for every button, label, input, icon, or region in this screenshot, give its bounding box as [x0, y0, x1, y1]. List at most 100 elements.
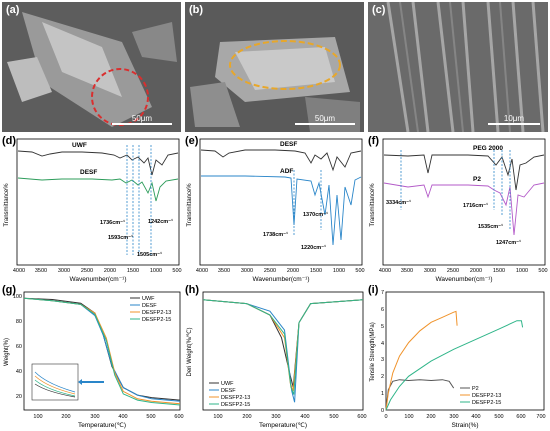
series-line-uwf — [202, 299, 364, 388]
panel-label: (a) — [6, 4, 20, 16]
x-tick: 400 — [300, 414, 309, 420]
panel-label: (d) — [2, 135, 17, 147]
x-tick: 300 — [449, 414, 458, 420]
x-tick: 2500 — [264, 268, 276, 274]
arrow-icon — [78, 379, 82, 385]
series-line-desfp2-15 — [202, 299, 364, 395]
x-tick: 400 — [118, 414, 127, 420]
x-tick: 300 — [271, 414, 280, 420]
x-axis-label: Wavenumber(cm⁻¹) — [435, 276, 492, 283]
panel-label: (h) — [185, 284, 200, 296]
y-tick: 6 — [381, 307, 384, 313]
legend-item: UWF — [142, 296, 155, 302]
legend-item: DESFP2-13 — [142, 310, 171, 316]
x-tick: 3500 — [401, 268, 413, 274]
ftir-chart-e: Transmittance% 4000 3500 3000 2500 2000 … — [187, 138, 365, 283]
tga-panel: (g) Weight(%) 20 40 60 80 100 100 200 30… — [2, 284, 184, 429]
x-tick: 3000 — [58, 268, 70, 274]
x-tick: 1000 — [150, 268, 162, 274]
x-tick: 1000 — [516, 268, 528, 274]
legend-item: DESF — [142, 303, 157, 309]
annotation: 1242cm⁻¹ — [148, 218, 173, 225]
annotation: 1716cm⁻¹ — [463, 202, 488, 209]
annotation: 1247cm⁻¹ — [496, 239, 521, 246]
panel-label: (i) — [368, 284, 379, 296]
series-peg — [383, 154, 545, 191]
sem-image-b: 50μm — [185, 2, 364, 132]
sem-panel-a: 50μm (a) — [2, 2, 181, 132]
x-tick: 500 — [146, 414, 155, 420]
ftir-panel-d: (d) Transmittance% 4000 3500 3000 2500 2… — [2, 135, 182, 283]
x-tick: 2000 — [104, 268, 116, 274]
plot-frame — [382, 138, 546, 266]
series-desf — [17, 177, 179, 202]
plot-frame — [199, 138, 363, 266]
x-axis-label: Temperature(℃) — [259, 422, 307, 429]
x-tick: 0 — [384, 414, 387, 420]
y-axis-label: Weight(%) — [4, 338, 10, 366]
legend-item: DESFP2-15 — [221, 402, 250, 408]
x-tick: 3500 — [35, 268, 47, 274]
y-tick: 0 — [381, 408, 384, 414]
y-axis-label: Transmittance% — [187, 183, 193, 227]
x-tick: 600 — [174, 414, 183, 420]
legend-p2: P2 — [473, 176, 481, 183]
y-tick: 4 — [381, 341, 384, 347]
plot-frame — [16, 138, 180, 266]
y-tick: 1 — [381, 391, 384, 397]
legend-item: DESFP2-13 — [472, 393, 501, 399]
y-tick: 60 — [16, 344, 22, 350]
x-tick: 500 — [538, 268, 547, 274]
x-tick: 1500 — [310, 268, 322, 274]
x-tick: 200 — [61, 414, 70, 420]
inset-line — [34, 383, 76, 398]
panel-label: (b) — [189, 4, 204, 16]
x-tick: 4000 — [196, 268, 208, 274]
x-tick: 1500 — [493, 268, 505, 274]
y-axis-label: Tensile Strength(MPa) — [370, 322, 376, 381]
sem-panel-b: 50μm (b) — [185, 2, 364, 132]
y-tick: 7 — [381, 290, 384, 296]
panel-label: (c) — [372, 4, 386, 16]
x-tick: 400 — [471, 414, 480, 420]
ftir-chart-f: Transmittance% 4000 3500 3000 2500 2000 … — [370, 138, 548, 283]
y-axis-label: Transmittance% — [4, 183, 10, 227]
plot-frame — [23, 291, 181, 411]
dtg-chart: Deri Weight(%/℃) 100 200 300 400 500 600… — [187, 291, 367, 429]
x-tick: 2500 — [447, 268, 459, 274]
series-line-p2 — [385, 379, 455, 411]
series-p2 — [383, 182, 545, 236]
panel-label: (e) — [185, 135, 199, 147]
x-tick: 600 — [357, 414, 366, 420]
sem-image-a: 50μm — [2, 2, 181, 132]
legend-item: DESF — [221, 388, 236, 394]
y-tick: 20 — [16, 394, 22, 400]
legend-item: P2 — [472, 386, 479, 392]
legend-peg: PEG 2000 — [473, 145, 503, 152]
ftir-panel-f: (f) Transmittance% 4000 3500 3000 2500 2… — [368, 135, 548, 283]
legend-item: UWF — [221, 381, 234, 387]
x-tick: 500 — [329, 414, 338, 420]
annotation: 3334cm⁻¹ — [386, 199, 411, 206]
x-tick: 1000 — [333, 268, 345, 274]
x-tick: 2500 — [81, 268, 93, 274]
scale-label: 10μm — [504, 114, 525, 123]
x-tick: 300 — [90, 414, 99, 420]
ftir-panel-e: (e) Transmittance% 4000 3500 3000 2500 2… — [185, 135, 365, 283]
y-tick: 5 — [381, 324, 384, 330]
legend-desf: DESF — [80, 169, 97, 176]
sem-panel-c: 10μm (c) — [368, 2, 548, 132]
series-line-desfp2-15 — [23, 297, 181, 406]
x-tick: 200 — [242, 414, 251, 420]
panel-label: (g) — [2, 284, 17, 296]
x-tick: 100 — [213, 414, 222, 420]
x-tick: 100 — [33, 414, 42, 420]
annotation: 1505cm⁻¹ — [137, 251, 162, 258]
legend-desf: DESF — [280, 141, 297, 148]
legend-adf: ADF — [280, 168, 293, 175]
annotation: 1593cm⁻¹ — [108, 234, 133, 241]
x-axis-label: Wavenumber(cm⁻¹) — [252, 276, 309, 283]
x-tick: 3000 — [241, 268, 253, 274]
scale-label: 50μm — [315, 114, 336, 123]
y-tick: 80 — [16, 319, 22, 325]
